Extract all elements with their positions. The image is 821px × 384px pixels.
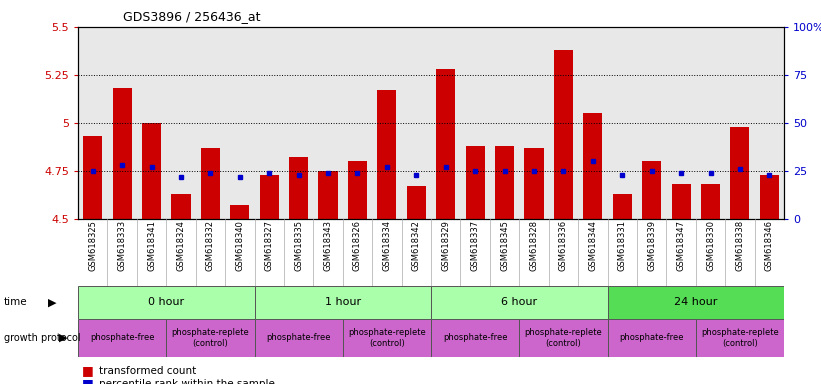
Text: GSM618325: GSM618325 [88,220,97,271]
Text: GSM618340: GSM618340 [236,220,245,271]
Text: GSM618342: GSM618342 [412,220,421,271]
Text: ▶: ▶ [48,297,56,308]
Bar [495,146,514,219]
Text: 24 hour: 24 hour [674,297,718,308]
Bar [701,184,720,219]
Bar [612,194,632,219]
Text: GSM618328: GSM618328 [530,220,539,271]
Text: GSM618329: GSM618329 [441,220,450,271]
Text: GSM618338: GSM618338 [736,220,745,271]
Text: 0 hour: 0 hour [148,297,185,308]
Text: transformed count: transformed count [99,366,195,376]
Text: GSM618326: GSM618326 [353,220,362,271]
Bar [78,319,166,357]
Text: percentile rank within the sample: percentile rank within the sample [99,379,274,384]
Text: GSM618336: GSM618336 [559,220,568,271]
Bar [608,319,696,357]
Bar [436,69,456,219]
Bar [466,146,484,219]
Bar [554,50,573,219]
Bar [608,286,784,319]
Text: GSM618343: GSM618343 [323,220,333,271]
Text: GSM618339: GSM618339 [647,220,656,271]
Text: GSM618330: GSM618330 [706,220,715,271]
Text: phosphate-replete
(control): phosphate-replete (control) [701,328,779,348]
Bar [348,161,367,219]
Text: GSM618335: GSM618335 [294,220,303,271]
Bar [230,205,250,219]
Bar [255,319,343,357]
Bar [319,171,337,219]
Text: GSM618333: GSM618333 [117,220,126,271]
Bar [583,113,603,219]
Text: GSM618332: GSM618332 [206,220,215,271]
Bar [259,175,279,219]
Bar [201,148,220,219]
Text: 6 hour: 6 hour [501,297,538,308]
Bar [378,90,397,219]
Text: ■: ■ [82,377,94,384]
Text: GSM618347: GSM618347 [677,220,686,271]
Text: phosphate-free: phosphate-free [89,333,154,343]
Bar [255,286,431,319]
Bar [112,88,131,219]
Text: GSM618344: GSM618344 [589,220,598,271]
Text: growth protocol: growth protocol [4,333,80,343]
Bar [343,319,431,357]
Bar [172,194,190,219]
Text: GSM618337: GSM618337 [470,220,479,271]
Bar [289,157,308,219]
Text: ▶: ▶ [59,333,67,343]
Text: GSM618324: GSM618324 [177,220,186,271]
Text: 1 hour: 1 hour [324,297,361,308]
Bar [166,319,255,357]
Text: GSM618334: GSM618334 [383,220,392,271]
Text: GSM618331: GSM618331 [617,220,626,271]
Bar [406,186,426,219]
Text: phosphate-replete
(control): phosphate-replete (control) [348,328,426,348]
Bar [642,161,661,219]
Text: phosphate-replete
(control): phosphate-replete (control) [525,328,603,348]
Bar [672,184,690,219]
Bar [519,319,608,357]
Text: phosphate-free: phosphate-free [619,333,684,343]
Text: GSM618346: GSM618346 [765,220,774,271]
Bar [142,123,161,219]
Bar [695,319,784,357]
Bar [83,136,103,219]
Bar [78,286,255,319]
Text: GSM618327: GSM618327 [264,220,273,271]
Bar [759,175,779,219]
Text: phosphate-replete
(control): phosphate-replete (control) [172,328,250,348]
Text: phosphate-free: phosphate-free [443,333,507,343]
Text: GSM618341: GSM618341 [147,220,156,271]
Text: GDS3896 / 256436_at: GDS3896 / 256436_at [123,10,260,23]
Text: ■: ■ [82,364,94,377]
Text: GSM618345: GSM618345 [500,220,509,271]
Bar [431,319,519,357]
Bar [431,286,608,319]
Bar [731,127,750,219]
Bar [525,148,544,219]
Text: time: time [4,297,28,308]
Text: phosphate-free: phosphate-free [266,333,331,343]
